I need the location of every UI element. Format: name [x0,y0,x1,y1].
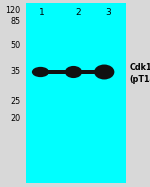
Text: 20: 20 [10,114,20,123]
Text: 120: 120 [5,6,20,15]
Bar [79,70,98,74]
Text: 2: 2 [75,8,81,17]
Text: 25: 25 [10,97,20,106]
Ellipse shape [65,66,82,78]
Text: Cdk1/Cdc2: Cdk1/Cdc2 [130,63,150,72]
Text: 35: 35 [10,68,20,76]
Ellipse shape [94,65,114,79]
Text: 50: 50 [10,41,20,50]
FancyBboxPatch shape [26,3,126,183]
Ellipse shape [32,67,49,77]
Text: 1: 1 [39,8,45,17]
Text: (pT14): (pT14) [130,75,150,84]
Text: 85: 85 [10,17,20,26]
Text: 3: 3 [105,8,111,17]
Bar [46,70,68,74]
